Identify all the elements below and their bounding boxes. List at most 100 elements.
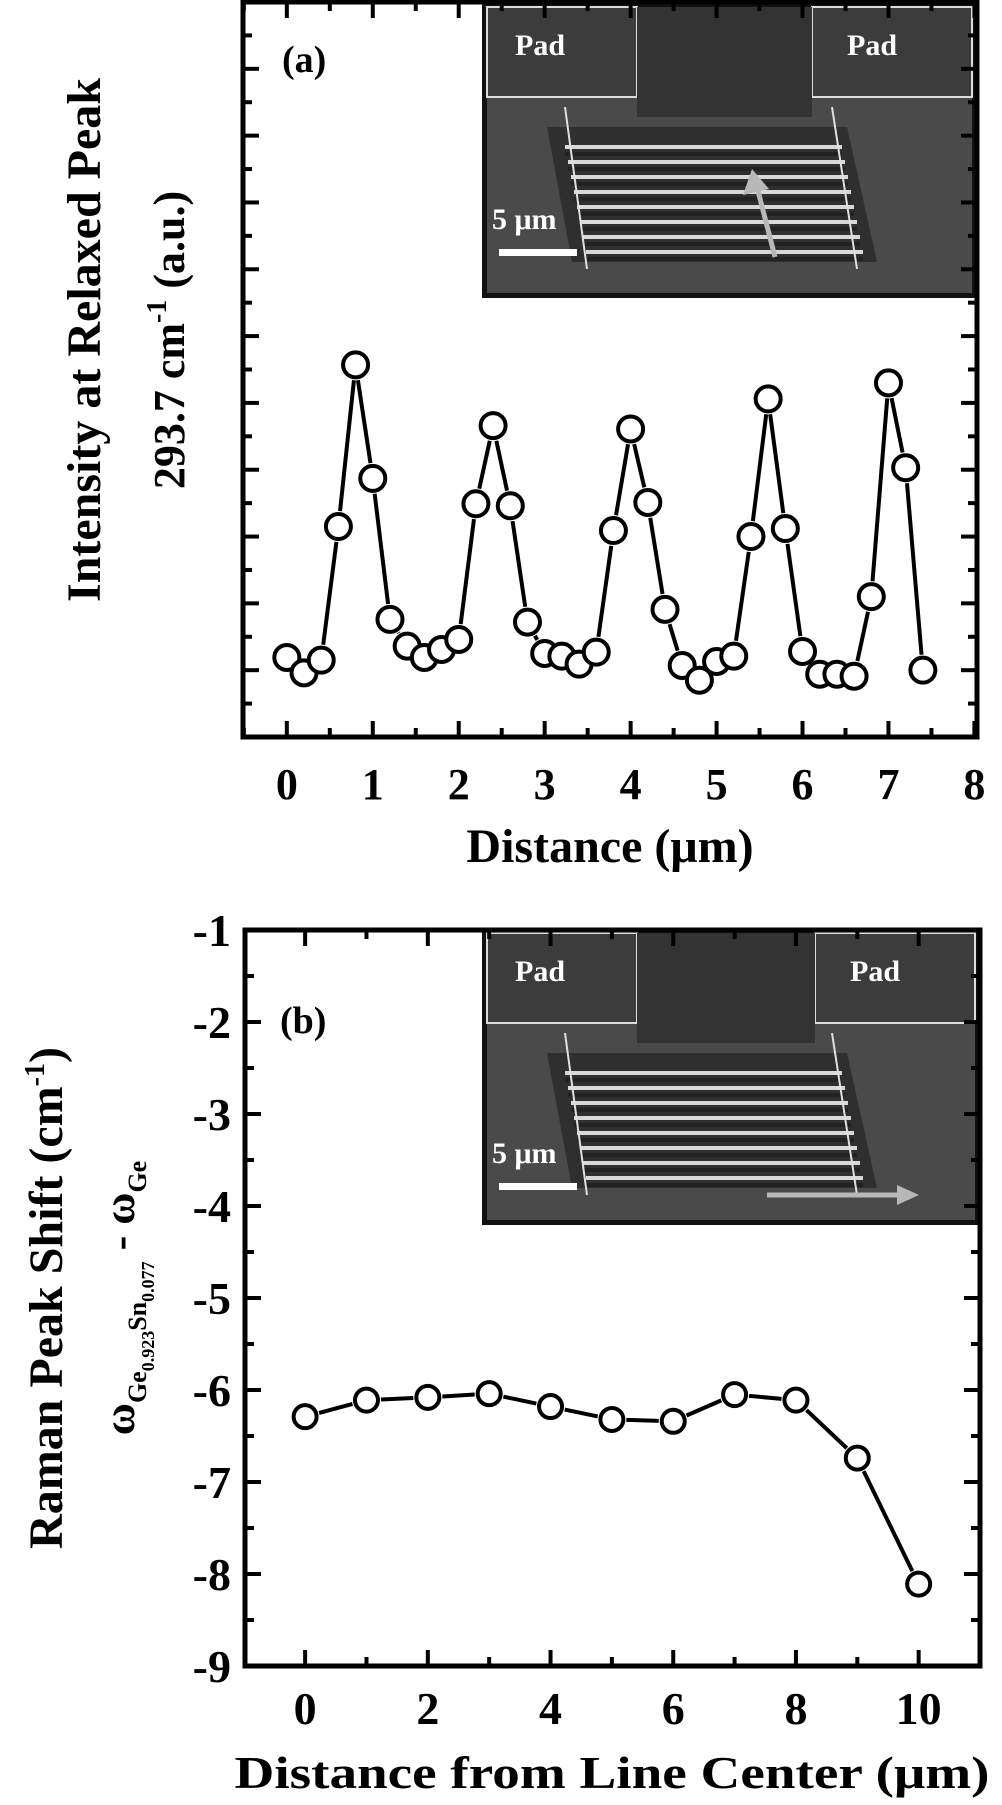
series-line-segment bbox=[513, 521, 526, 607]
data-point-marker bbox=[416, 1386, 439, 1409]
series-line-segment bbox=[770, 414, 783, 513]
pad-left-label: Pad bbox=[515, 955, 565, 988]
x-axis-label-a: Distance (μm) bbox=[466, 820, 753, 873]
data-point-marker bbox=[635, 490, 660, 515]
y-tick-label: -7 bbox=[193, 1457, 231, 1508]
series-line-segment bbox=[616, 444, 628, 515]
y-axis-label-b-line1: Raman Peak Shift (cm-1) bbox=[20, 1047, 73, 1549]
data-point-marker bbox=[790, 639, 815, 664]
scale-bar-label: 5 μm bbox=[492, 203, 557, 236]
data-series-a bbox=[274, 352, 935, 692]
series-line-segment bbox=[749, 1396, 781, 1399]
series-line-segment bbox=[650, 518, 662, 594]
data-point-marker bbox=[326, 514, 351, 539]
y-tick-label: -5 bbox=[193, 1273, 231, 1324]
series-line-segment bbox=[787, 544, 800, 636]
series-line-segment bbox=[323, 542, 336, 645]
y-tick-label: -2 bbox=[193, 997, 231, 1048]
x-tick-label: 4 bbox=[620, 760, 642, 809]
x-tick-label: 10 bbox=[896, 1683, 942, 1734]
data-point-marker bbox=[910, 658, 935, 683]
series-line-segment bbox=[873, 398, 888, 581]
pad-right-label: Pad bbox=[847, 29, 897, 62]
series-line-segment bbox=[670, 624, 678, 650]
series-line-segment bbox=[496, 441, 507, 491]
data-point-marker bbox=[377, 607, 402, 632]
x-tick-label: 2 bbox=[448, 760, 470, 809]
panel-label-b: (b) bbox=[280, 1000, 326, 1042]
data-point-marker bbox=[842, 664, 867, 689]
series-line-segment bbox=[864, 1471, 913, 1571]
data-point-marker bbox=[343, 352, 368, 377]
data-point-marker bbox=[653, 597, 678, 622]
series-line-segment bbox=[634, 444, 644, 487]
y-tick-label: -8 bbox=[193, 1549, 231, 1600]
x-tick-label: 8 bbox=[784, 1683, 807, 1734]
scale-bar bbox=[499, 249, 577, 256]
data-point-marker bbox=[723, 1383, 746, 1406]
series-line-segment bbox=[375, 494, 388, 604]
x-tick-label: 0 bbox=[294, 1683, 317, 1734]
series-line-segment bbox=[598, 546, 611, 637]
series-line-segment bbox=[381, 1398, 413, 1399]
series-line-segment bbox=[907, 483, 922, 655]
y-tick-label: -4 bbox=[193, 1181, 231, 1232]
x-tick-label: 7 bbox=[877, 760, 899, 809]
series-line-segment bbox=[461, 519, 474, 624]
x-tick-label: 8 bbox=[963, 760, 985, 809]
series-line-segment bbox=[687, 1400, 722, 1415]
series-line-segment bbox=[479, 441, 490, 489]
data-point-marker bbox=[498, 493, 523, 518]
y-axis-label-a-line1: Intensity at Relaxed Peak bbox=[58, 78, 111, 602]
x-tick-label: 6 bbox=[792, 760, 814, 809]
y-axis-label-b-line2: ωGe0.923Sn0.077 - ωGe bbox=[95, 1161, 158, 1435]
data-point-marker bbox=[309, 648, 334, 673]
data-point-marker bbox=[846, 1447, 869, 1470]
x-tick-label: 5 bbox=[706, 760, 728, 809]
y-tick-label: -6 bbox=[193, 1365, 231, 1416]
y-tick-labels-b: -1-2-3-4-5-6-7-8-9 bbox=[193, 905, 231, 1692]
series-line-segment bbox=[753, 414, 766, 521]
data-point-marker bbox=[294, 1405, 317, 1428]
data-point-marker bbox=[360, 466, 385, 491]
data-point-marker bbox=[463, 491, 488, 516]
data-point-marker bbox=[600, 1408, 623, 1431]
data-point-marker bbox=[907, 1573, 930, 1596]
data-series-b bbox=[294, 1382, 931, 1595]
y-axis-label-a-line2: 293.7 cm-1 (a.u.) bbox=[142, 191, 194, 489]
data-point-marker bbox=[481, 413, 506, 438]
data-point-marker bbox=[355, 1389, 378, 1412]
data-point-marker bbox=[662, 1410, 685, 1433]
y-tick-label: -3 bbox=[193, 1089, 231, 1140]
data-point-marker bbox=[738, 524, 763, 549]
x-tick-label: 0 bbox=[276, 760, 298, 809]
series-line-segment bbox=[892, 398, 903, 452]
scale-bar bbox=[499, 1183, 577, 1190]
trench bbox=[637, 7, 812, 117]
data-point-marker bbox=[721, 644, 746, 669]
data-point-marker bbox=[539, 1395, 562, 1418]
series-line-segment bbox=[340, 380, 354, 511]
series-line-segment bbox=[358, 380, 371, 463]
series-line-segment bbox=[857, 612, 868, 661]
pad-left-label: Pad bbox=[515, 29, 565, 62]
data-point-marker bbox=[773, 516, 798, 541]
series-line-segment bbox=[626, 1420, 658, 1421]
series-line-segment bbox=[535, 636, 537, 640]
x-tick-label: 3 bbox=[534, 760, 556, 809]
data-point-marker bbox=[515, 610, 540, 635]
series-line-segment bbox=[442, 1395, 474, 1397]
y-axis-label-b: Raman Peak Shift (cm-1) ωGe0.923Sn0.077 … bbox=[20, 1047, 158, 1549]
x-tick-labels-a: 0 1 2 3 4 5 6 7 8 bbox=[276, 760, 986, 809]
x-tick-label: 1 bbox=[362, 760, 384, 809]
series-line-segment bbox=[736, 552, 749, 641]
data-point-marker bbox=[859, 584, 884, 609]
x-tick-label: 6 bbox=[662, 1683, 685, 1734]
y-axis-label-a: Intensity at Relaxed Peak 293.7 cm-1 (a.… bbox=[58, 78, 194, 602]
series-line-segment bbox=[806, 1410, 846, 1448]
series-line-segment bbox=[319, 1404, 352, 1413]
series-line-segment bbox=[503, 1397, 536, 1404]
data-point-marker bbox=[756, 386, 781, 411]
